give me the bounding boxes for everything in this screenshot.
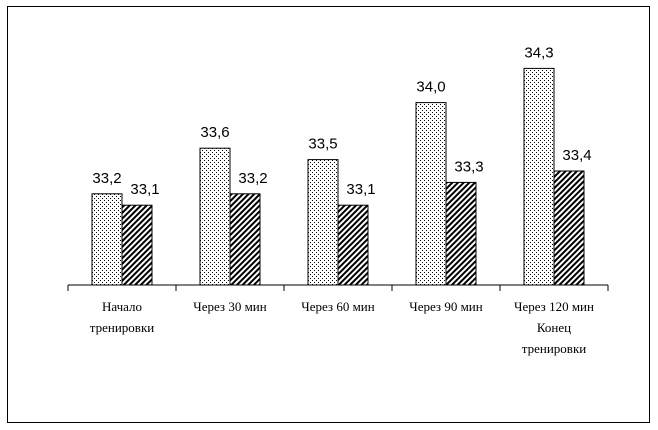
bar-series-1-cat-4 xyxy=(415,102,447,286)
bar-series-2-cat-2 xyxy=(229,193,261,286)
bar-series-1-cat-2 xyxy=(199,147,231,286)
data-label-series-2-cat-2: 33,2 xyxy=(238,170,267,187)
bar-series-1-cat-3 xyxy=(307,159,339,286)
data-label-series-2-cat-4: 33,3 xyxy=(454,158,483,175)
data-label-series-1-cat-1: 33,2 xyxy=(92,170,121,187)
data-label-series-1-cat-2: 33,6 xyxy=(200,124,229,141)
data-label-series-1-cat-4: 34,0 xyxy=(416,79,445,96)
bar-series-2-cat-1 xyxy=(121,204,153,286)
category-label-5-line-1: Через 120 мин xyxy=(514,299,594,314)
bar-series-1-cat-1 xyxy=(91,193,123,286)
category-label-5-line-2: Конец xyxy=(537,320,571,335)
data-label-series-1-cat-5: 34,3 xyxy=(524,44,553,61)
category-label-5-line-3: тренировки xyxy=(522,341,586,356)
category-label-2-line-1: Через 30 мин xyxy=(193,299,266,314)
bar-series-2-cat-5 xyxy=(553,170,585,286)
bar-series-2-cat-3 xyxy=(337,204,369,286)
bar-series-1-cat-5 xyxy=(523,67,555,286)
data-label-series-2-cat-1: 33,1 xyxy=(130,181,159,198)
category-label-1-line-1: Начало xyxy=(102,299,142,314)
bar-series-2-cat-4 xyxy=(445,181,477,286)
data-label-series-2-cat-5: 33,4 xyxy=(562,147,591,164)
category-label-1-line-2: тренировки xyxy=(90,320,154,335)
category-label-4-line-1: Через 90 мин xyxy=(409,299,482,314)
category-label-3-line-1: Через 60 мин xyxy=(301,299,374,314)
data-label-series-2-cat-3: 33,1 xyxy=(346,181,375,198)
data-label-series-1-cat-3: 33,5 xyxy=(308,136,337,153)
